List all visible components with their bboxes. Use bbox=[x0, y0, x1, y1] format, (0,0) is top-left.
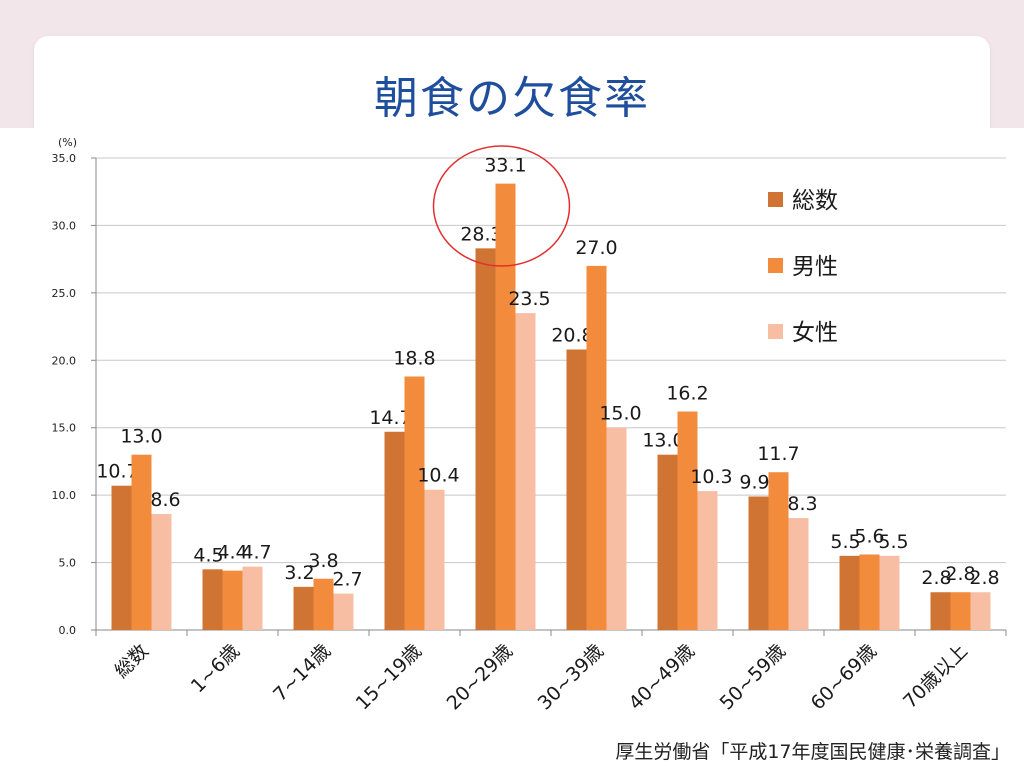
data-label: 13.0 bbox=[642, 430, 684, 452]
bar bbox=[313, 578, 334, 630]
legend-label: 総数 bbox=[792, 188, 838, 214]
bar bbox=[333, 593, 354, 630]
data-label: 10.3 bbox=[690, 466, 732, 488]
data-label: 28.3 bbox=[460, 223, 502, 245]
bar bbox=[202, 569, 223, 630]
data-label: 8.6 bbox=[150, 489, 180, 511]
data-label: 23.5 bbox=[508, 288, 550, 310]
bar bbox=[768, 472, 789, 630]
legend-swatch bbox=[768, 192, 783, 207]
bar-chart: 0.0 5.0 10.0 15.0 20.0 25.0 30.0 35.0 (%) 10.7 13.… bbox=[52, 136, 1007, 714]
bar bbox=[222, 570, 243, 630]
data-label: 33.1 bbox=[484, 155, 526, 177]
category-label: 20~29歳 bbox=[443, 640, 517, 714]
bar bbox=[606, 427, 627, 630]
highlight-circle bbox=[432, 145, 571, 267]
data-label: 3.2 bbox=[284, 562, 314, 584]
data-label: 10.7 bbox=[96, 461, 138, 483]
source-citation: 厚生労働省「平成17年度国民健康･栄養調査」 bbox=[615, 741, 1010, 763]
data-label: 4.5 bbox=[193, 544, 223, 566]
bar bbox=[748, 496, 769, 630]
y-tick-label: 25.0 bbox=[52, 287, 77, 300]
legend-label: 男性 bbox=[792, 254, 838, 280]
legend-swatch bbox=[768, 258, 783, 273]
data-label: 2.7 bbox=[332, 569, 362, 591]
bar bbox=[930, 592, 951, 630]
bar bbox=[424, 489, 445, 630]
bar bbox=[131, 454, 152, 630]
slide-title: 朝食の欠食率 bbox=[374, 73, 650, 124]
bar bbox=[859, 554, 880, 630]
category-label: 60~69歳 bbox=[807, 640, 881, 714]
bar bbox=[515, 313, 536, 630]
bar bbox=[970, 592, 991, 630]
bar bbox=[950, 592, 971, 630]
category-label: 15~19歳 bbox=[352, 640, 426, 714]
category-label: 総数 bbox=[111, 640, 153, 682]
category-label: 1~6歳 bbox=[187, 640, 244, 697]
data-label: 5.6 bbox=[854, 525, 884, 547]
data-label: 13.0 bbox=[120, 426, 162, 448]
data-label: 3.8 bbox=[308, 550, 338, 572]
legend-label: 女性 bbox=[792, 320, 838, 346]
data-label: 8.3 bbox=[787, 493, 817, 515]
category-label: 70歳以上 bbox=[899, 640, 972, 713]
y-tick-label: 30.0 bbox=[52, 219, 77, 232]
bar bbox=[384, 431, 405, 630]
data-label: 2.8 bbox=[921, 567, 951, 589]
y-tick-label: 35.0 bbox=[52, 152, 77, 165]
data-label: 9.9 bbox=[739, 471, 769, 493]
bar bbox=[677, 411, 698, 630]
bar bbox=[586, 265, 607, 630]
category-label: 50~59歳 bbox=[716, 640, 790, 714]
y-tick-label: 15.0 bbox=[52, 422, 77, 435]
y-axis-label: (%) bbox=[58, 136, 77, 149]
data-label: 2.8 bbox=[945, 563, 975, 585]
data-label: 16.2 bbox=[666, 383, 708, 405]
data-label: 14.7 bbox=[369, 407, 411, 429]
data-label: 11.7 bbox=[757, 443, 799, 465]
data-label: 18.8 bbox=[393, 347, 435, 369]
data-label: 27.0 bbox=[575, 237, 617, 259]
bar bbox=[879, 555, 900, 630]
data-label: 10.4 bbox=[417, 465, 459, 487]
legend-swatch bbox=[768, 324, 783, 339]
category-label: 7~14歳 bbox=[269, 640, 335, 706]
y-tick-label: 0.0 bbox=[59, 624, 77, 637]
bar bbox=[839, 555, 860, 630]
data-label: 4.4 bbox=[217, 542, 247, 564]
chart-area: 0.0 5.0 10.0 15.0 20.0 25.0 30.0 35.0 (%) 10.7 13.… bbox=[0, 128, 1024, 768]
data-label: 5.5 bbox=[878, 531, 908, 553]
bar bbox=[111, 485, 132, 630]
bar bbox=[475, 248, 496, 630]
y-tick-label: 10.0 bbox=[52, 489, 77, 502]
data-label: 20.8 bbox=[551, 324, 593, 346]
bar bbox=[657, 454, 678, 630]
bar bbox=[566, 349, 587, 630]
category-label: 40~49歳 bbox=[625, 640, 699, 714]
y-tick-label: 20.0 bbox=[52, 354, 77, 367]
bar bbox=[788, 518, 809, 630]
bar bbox=[242, 566, 263, 630]
bar bbox=[404, 376, 425, 630]
bar bbox=[495, 183, 516, 630]
data-label: 4.7 bbox=[241, 542, 271, 564]
data-label: 15.0 bbox=[599, 403, 641, 425]
data-label: 5.5 bbox=[830, 531, 860, 553]
bar bbox=[151, 514, 172, 630]
category-label: 30~39歳 bbox=[534, 640, 608, 714]
y-tick-label: 5.0 bbox=[59, 557, 77, 570]
data-label: 2.8 bbox=[969, 567, 999, 589]
bar bbox=[293, 586, 314, 630]
bar bbox=[697, 491, 718, 630]
